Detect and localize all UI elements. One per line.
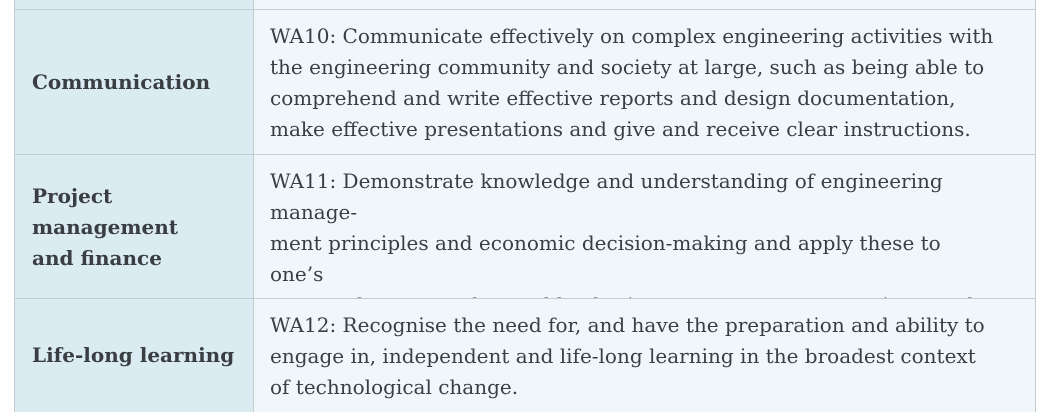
attribute-label-cell: Project management and finance bbox=[15, 155, 254, 299]
attribute-label-cell: Life-long learning bbox=[15, 299, 254, 412]
table-label-cell-stub bbox=[15, 0, 254, 10]
attribute-description: WA12: Recognise the need for, and have t… bbox=[254, 299, 1035, 412]
attribute-description: WA11: Demonstrate knowledge and understa… bbox=[254, 155, 1035, 379]
attribute-label-cell: Communication bbox=[15, 10, 254, 155]
attribute-label: Life-long learning bbox=[32, 343, 235, 367]
table-row-project-management: Project management and finance WA11: Dem… bbox=[15, 154, 1035, 379]
table-row-communication: Communication WA10: Communicate effectiv… bbox=[15, 9, 1035, 155]
table-row-life-long-learning: Life-long learning WA12: Recognise the n… bbox=[15, 298, 1035, 412]
attribute-description: WA10: Communicate effectively on complex… bbox=[254, 10, 1035, 155]
attribute-label: Communication bbox=[32, 70, 211, 94]
attributes-table: Communication WA10: Communicate effectiv… bbox=[14, 0, 1036, 412]
attribute-label: Project management and finance bbox=[32, 183, 178, 270]
